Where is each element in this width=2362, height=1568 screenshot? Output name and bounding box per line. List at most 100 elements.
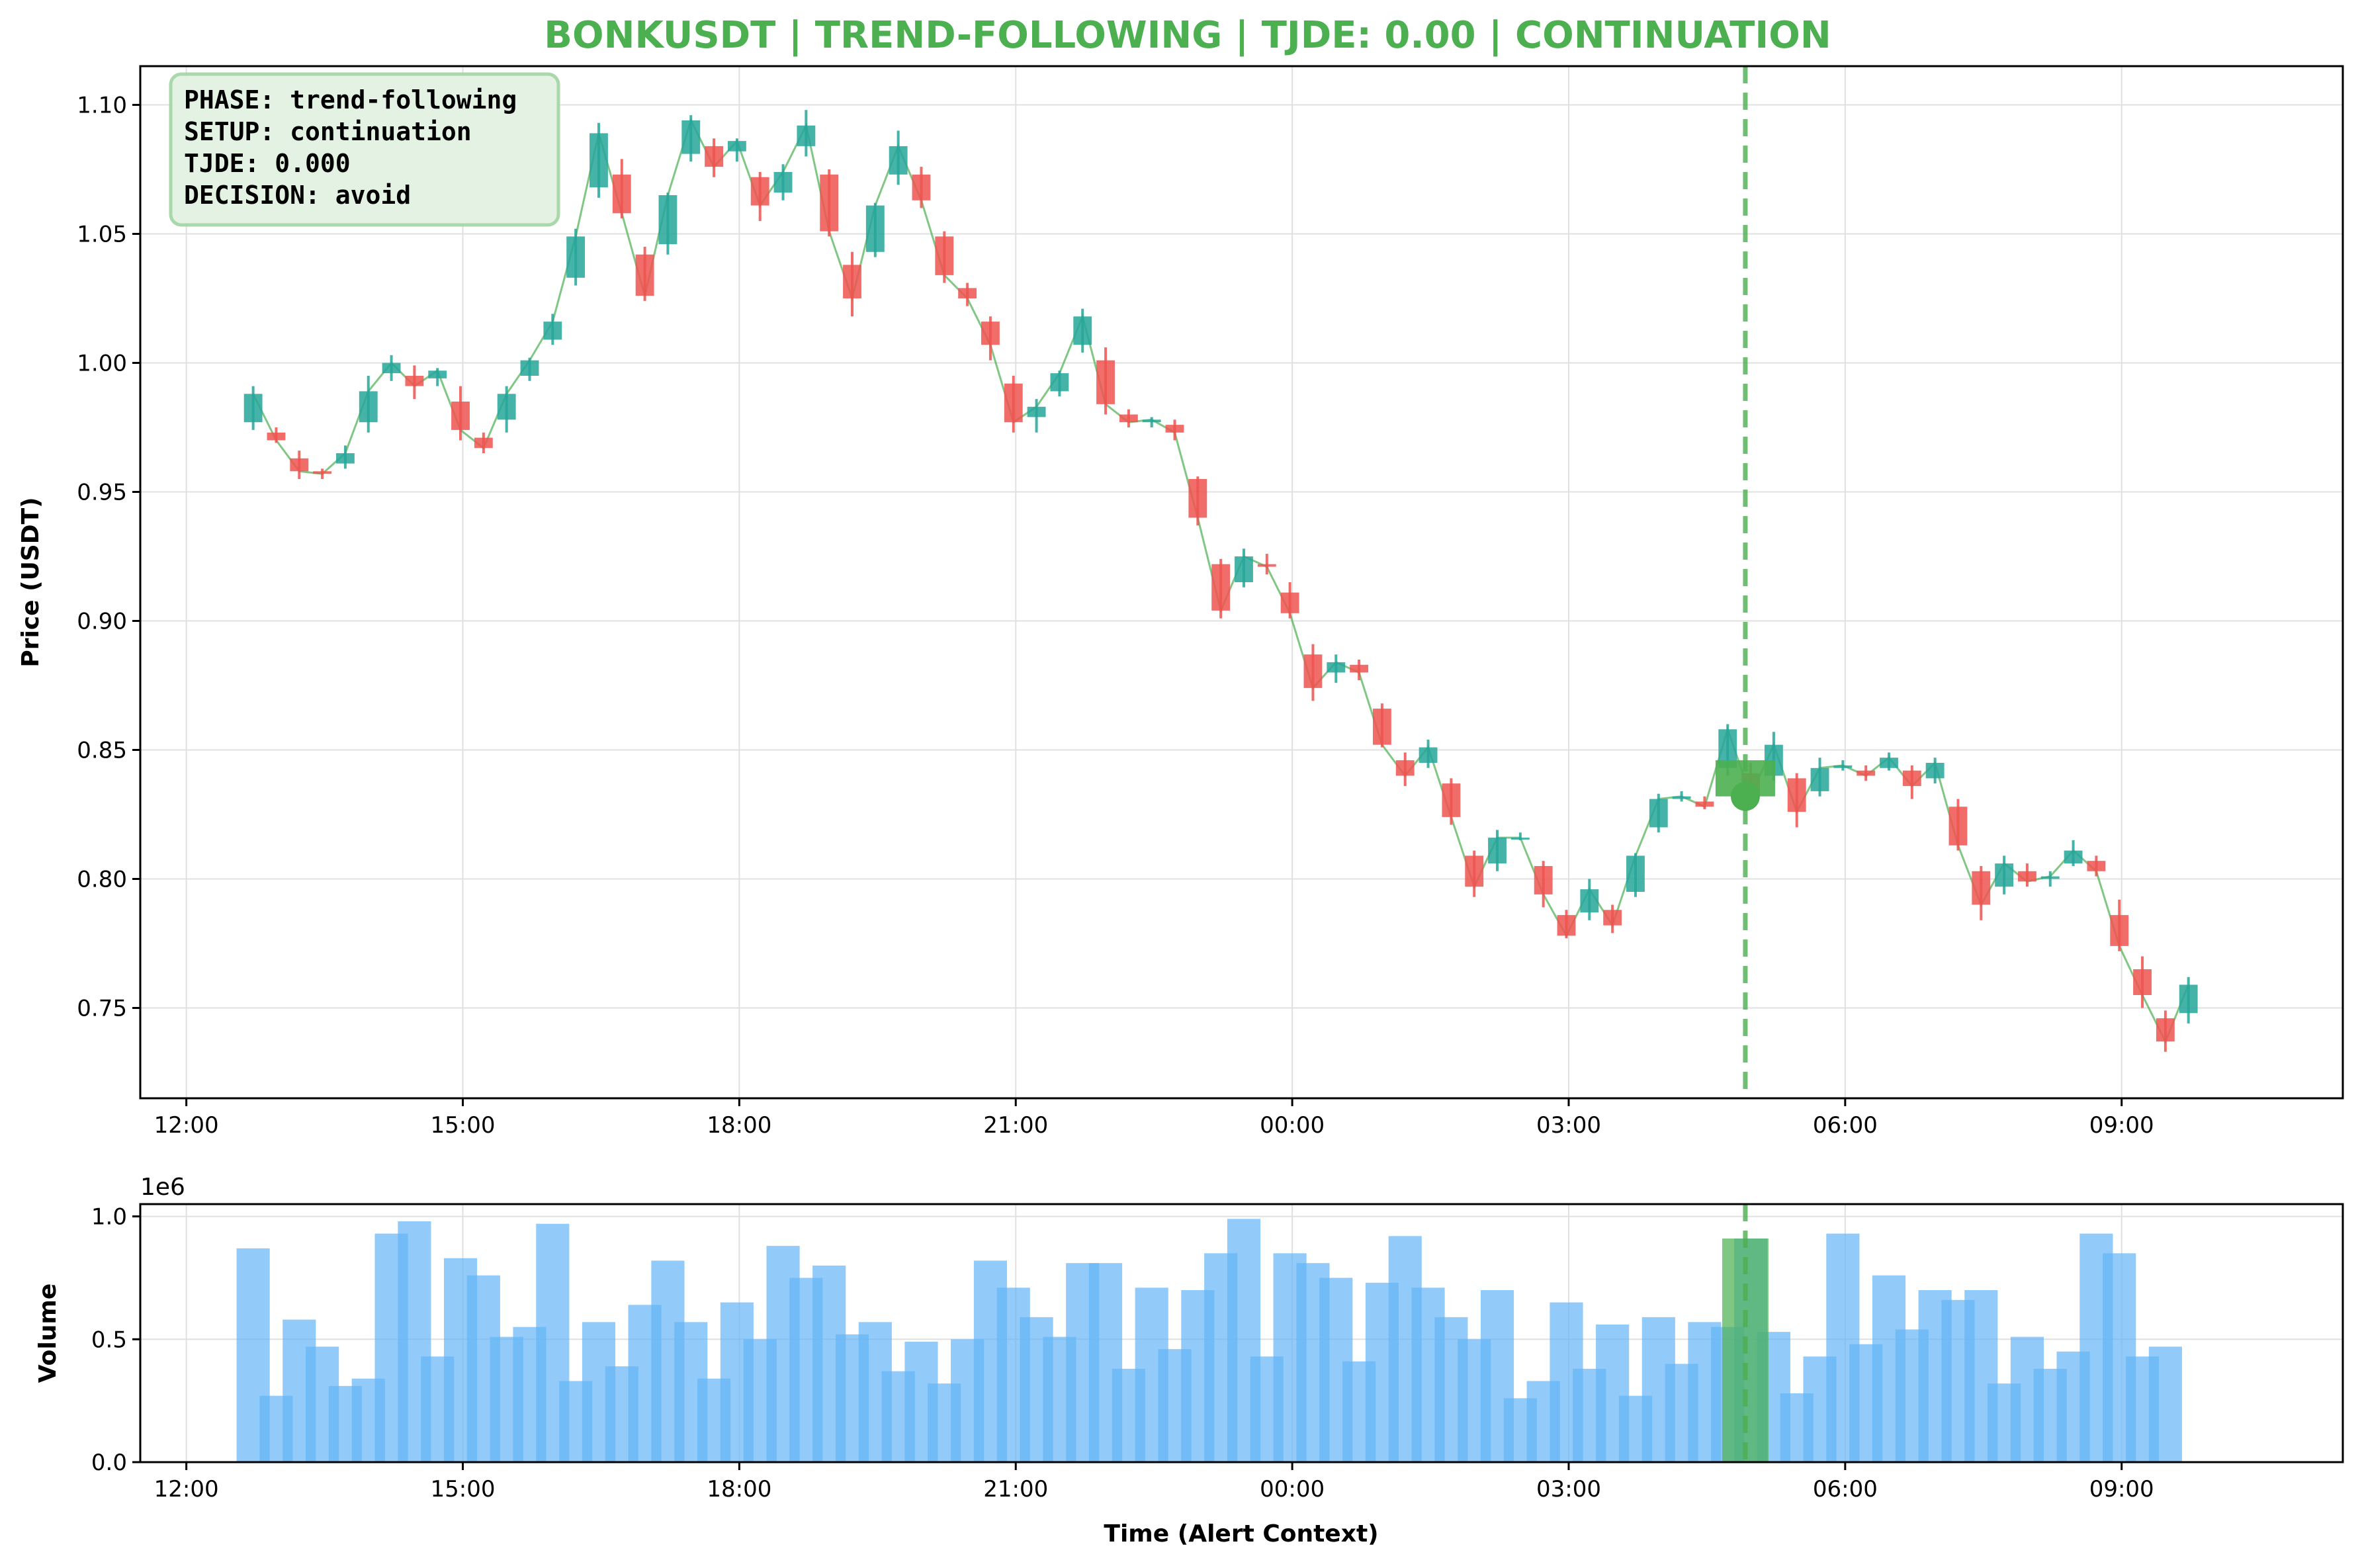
candle-body xyxy=(497,394,516,420)
price-alert-group xyxy=(1715,66,1775,1098)
candle-body xyxy=(865,205,885,252)
candle-body xyxy=(705,146,724,167)
candle-body xyxy=(889,146,908,175)
candle-body xyxy=(1027,406,1046,417)
candle-body xyxy=(1165,425,1184,433)
candle-body xyxy=(2064,850,2083,864)
candle-body xyxy=(1972,871,1991,905)
candle-body xyxy=(612,174,631,214)
volume-x-tick-label: 06:00 xyxy=(1813,1476,1878,1503)
price-y-axis-label: Price (USDT) xyxy=(17,497,44,667)
candle-body xyxy=(1857,770,1876,776)
candle-body xyxy=(1419,747,1438,763)
candle-body xyxy=(2110,915,2129,946)
volume-x-ticks: 12:00 15:00 18:00 21:00 00:00 03:00 06:00 09:00 xyxy=(154,1462,2154,1503)
candle-body xyxy=(1649,799,1668,828)
price-y-tick-label: 0.90 xyxy=(77,609,127,635)
candle-body xyxy=(1372,709,1391,745)
candle-body xyxy=(243,394,263,423)
candle-body xyxy=(335,453,355,464)
candle-body xyxy=(727,141,746,152)
candle-body xyxy=(1211,564,1231,611)
info-box: PHASE: trend-following SETUP: continuati… xyxy=(169,72,560,227)
candle-body xyxy=(290,458,309,472)
candle-body xyxy=(451,402,470,430)
candle-body xyxy=(1557,915,1576,936)
volume-x-tick-label: 21:00 xyxy=(983,1476,1048,1503)
candle-body xyxy=(1050,373,1069,392)
volume-x-tick-label: 18:00 xyxy=(707,1476,771,1503)
candle-body xyxy=(1395,760,1415,776)
price-y-tick-label: 1.10 xyxy=(77,93,127,119)
price-x-tick-label: 15:00 xyxy=(431,1112,496,1139)
info-phase: PHASE: trend-following xyxy=(184,85,517,114)
candle-body xyxy=(1880,758,1898,768)
price-x-tick-label: 21:00 xyxy=(983,1112,1048,1139)
price-y-tick-label: 0.85 xyxy=(77,738,127,764)
candle-body xyxy=(1672,796,1691,799)
candle-body xyxy=(1442,783,1461,817)
volume-alert-group xyxy=(1722,1204,1769,1462)
candle-body xyxy=(2179,984,2198,1014)
info-box-background xyxy=(169,72,560,227)
volume-x-tick-label: 15:00 xyxy=(431,1476,496,1503)
candle-body xyxy=(474,437,493,449)
candle-body xyxy=(590,133,608,188)
candle-body xyxy=(797,125,816,146)
price-y-ticks: 0.75 0.80 0.85 0.90 0.95 1.00 1.05 1.10 xyxy=(77,93,140,1022)
candle-body xyxy=(2133,969,2152,995)
price-x-tick-label: 06:00 xyxy=(1813,1112,1878,1139)
candle-body xyxy=(1096,360,1115,404)
volume-bar xyxy=(2148,1346,2182,1462)
volume-offset-label: 1e6 xyxy=(140,1174,185,1201)
volume-x-tick-label: 09:00 xyxy=(2089,1476,2154,1503)
candle-body xyxy=(1188,479,1207,518)
price-x-tick-label: 12:00 xyxy=(154,1112,219,1139)
candle-body xyxy=(1510,838,1530,840)
candle-body xyxy=(981,322,1000,345)
candle-body xyxy=(1119,414,1138,423)
volume-y-axis-label: Volume xyxy=(34,1284,62,1383)
candle-body xyxy=(1925,763,1945,779)
price-y-tick-label: 0.80 xyxy=(77,867,127,893)
candle-body xyxy=(1142,419,1161,423)
candle-body xyxy=(1603,910,1622,926)
candle-body xyxy=(1695,801,1714,807)
candle-body xyxy=(1626,855,1645,892)
candle-body xyxy=(750,177,769,206)
candle-body xyxy=(1787,778,1806,812)
volume-x-tick-label: 12:00 xyxy=(154,1476,219,1503)
price-x-tick-label: 03:00 xyxy=(1536,1112,1601,1139)
price-x-ticks: 12:00 15:00 18:00 21:00 00:00 03:00 06:00 09:00 xyxy=(154,1098,2154,1139)
price-candles xyxy=(243,110,2198,1052)
candle-body xyxy=(820,174,839,232)
volume-y-ticks: 0.0 0.5 1.0 xyxy=(91,1204,140,1476)
price-y-tick-label: 0.75 xyxy=(77,996,127,1022)
volume-panel: 0.0 0.5 1.0 12:00 15:00 18:00 21:00 00:00 03:00… xyxy=(34,1174,2344,1547)
price-panel: 0.75 0.80 0.85 0.90 0.95 1.00 1.05 1.10 12:00 15… xyxy=(17,65,2344,1139)
info-tjde: TJDE: 0.000 xyxy=(184,149,351,178)
candle-body xyxy=(1004,383,1023,423)
info-decision: DECISION: avoid xyxy=(184,181,411,210)
candle-body xyxy=(2156,1018,2175,1042)
candle-body xyxy=(658,195,678,245)
candle-body xyxy=(1327,662,1346,673)
chart-title: BONKUSDT | TREND-FOLLOWING | TJDE: 0.00 … xyxy=(544,14,1831,57)
candle-body xyxy=(2087,861,2106,871)
candle-body xyxy=(2018,871,2036,882)
candle-body xyxy=(1465,855,1484,887)
candle-body xyxy=(405,376,424,386)
candle-body xyxy=(1833,765,1853,768)
candle-body xyxy=(958,288,977,298)
volume-y-tick-label: 1.0 xyxy=(91,1204,127,1231)
candle-body xyxy=(681,120,701,154)
candle-body xyxy=(935,236,954,275)
alert-marker xyxy=(1730,781,1760,811)
volume-y-tick-label: 0.5 xyxy=(91,1327,127,1353)
candle-body xyxy=(428,370,447,378)
candle-body xyxy=(1580,889,1599,913)
price-y-tick-label: 1.05 xyxy=(77,222,127,248)
candle-body xyxy=(1488,838,1507,864)
candle-body xyxy=(1534,866,1553,894)
volume-plot-frame xyxy=(139,1203,2344,1463)
